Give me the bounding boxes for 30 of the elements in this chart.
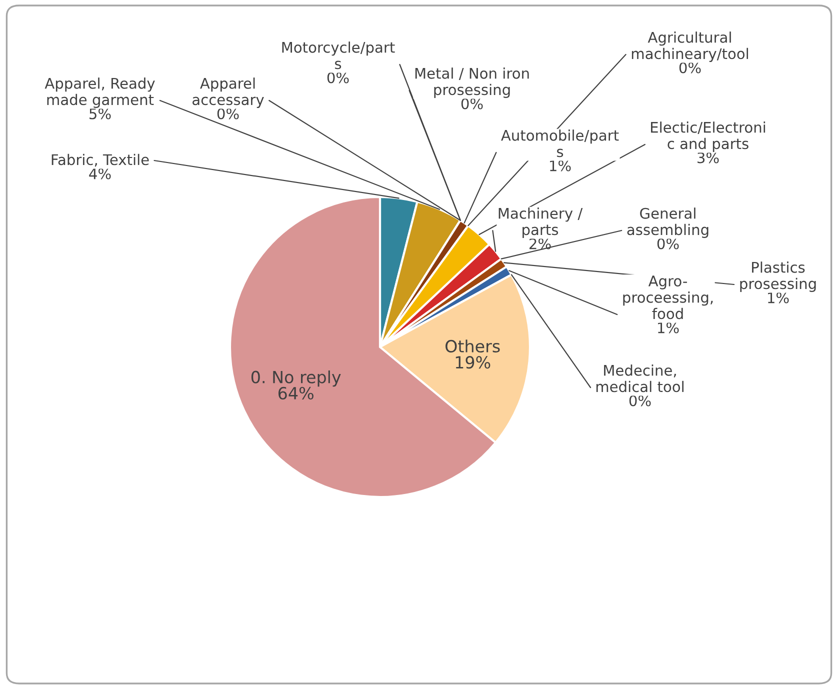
slice-label: 0. No reply bbox=[251, 370, 341, 387]
category-label: General assembling bbox=[627, 208, 708, 238]
slice-label: Others bbox=[446, 340, 500, 353]
category-label: Apparel accessary bbox=[192, 78, 264, 108]
data-label: 4% bbox=[89, 168, 111, 180]
data-label: 1% bbox=[550, 160, 571, 172]
slice-label: Plastics prosessing bbox=[740, 262, 816, 292]
text: 0% bbox=[461, 98, 483, 110]
slice-label: Apparel, Ready made garment bbox=[44, 78, 155, 108]
slice-label: Machinery / parts bbox=[498, 208, 583, 238]
slice-label: Fabric, Textile bbox=[52, 154, 149, 167]
data-label: 1% bbox=[768, 292, 789, 304]
category-label: Metal / Non iron prosessing bbox=[415, 68, 529, 98]
text: 0% bbox=[629, 395, 651, 406]
data-label: 19% bbox=[456, 356, 490, 369]
text: 0% bbox=[679, 62, 701, 74]
text: 0% bbox=[327, 72, 349, 84]
category-label: Motorcycle/part s bbox=[282, 42, 395, 70]
data-label: 3% bbox=[698, 152, 719, 164]
category-label: Medecine, medical tool bbox=[596, 364, 684, 392]
slice-label: Agro- proceessing, food bbox=[623, 276, 713, 320]
text: 0% bbox=[657, 238, 679, 250]
slice-label: Electic/Electroni c and parts bbox=[651, 122, 766, 152]
data-label: 5% bbox=[90, 108, 111, 120]
data-label: 2% bbox=[530, 238, 551, 250]
category-label: Agricultural machineary/tool bbox=[632, 32, 748, 62]
data-label: 1% bbox=[658, 322, 679, 334]
slice-label: Automobile/part s bbox=[501, 130, 619, 158]
data-label: 64% bbox=[278, 386, 314, 400]
text: 0% bbox=[217, 108, 239, 120]
